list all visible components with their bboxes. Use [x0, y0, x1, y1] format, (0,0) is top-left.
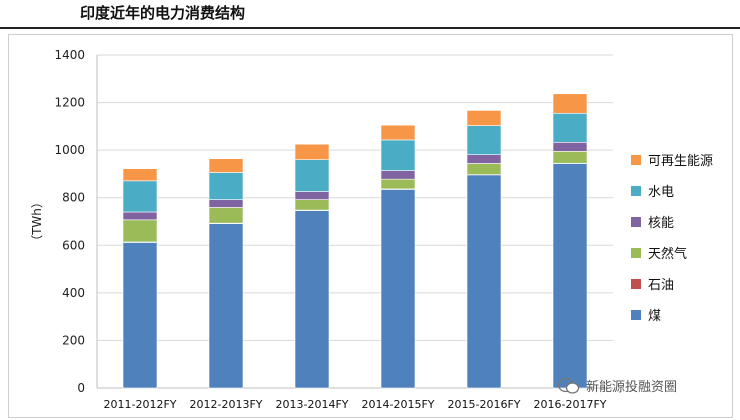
- bar-segment: [552, 93, 588, 114]
- legend-label: 石油: [648, 278, 674, 293]
- bar-segment: [208, 158, 244, 173]
- legend-label: 水电: [648, 185, 674, 200]
- chart-panel: 0 200 400 600 800 1000 1200 1400 （TWh） 2011-2012F…: [8, 34, 733, 418]
- x-tick-label: 2013-2014FY: [275, 398, 348, 411]
- y-axis-label: （TWh）: [30, 196, 44, 247]
- bar-segment: [552, 112, 588, 143]
- bar-segment: [294, 143, 330, 160]
- x-tick-label: 2012-2013FY: [189, 398, 262, 411]
- bar-segment: [122, 180, 158, 213]
- chart-title: 印度近年的电力消费结构: [80, 4, 246, 22]
- legend-label: 可再生能源: [648, 154, 713, 169]
- bar-segment: [380, 189, 416, 389]
- bar-segment: [294, 191, 330, 200]
- legend-swatch: [631, 279, 641, 289]
- bar-segment: [380, 170, 416, 180]
- bar-segment: [294, 199, 330, 211]
- watermark: 新能源投融资圈: [558, 376, 677, 395]
- bar-segment: [294, 159, 330, 192]
- y-tick-label: 200: [62, 333, 85, 347]
- bar-segment: [294, 210, 330, 389]
- title-underline: [0, 27, 740, 29]
- bar-segment: [466, 154, 502, 164]
- bar-segment: [466, 163, 502, 175]
- bar-segment: [552, 151, 588, 164]
- bar-segment: [122, 168, 158, 182]
- x-tick-label: 2016-2017FY: [533, 398, 606, 411]
- y-tick-label: 800: [62, 191, 85, 205]
- y-tick-label: 0: [77, 381, 85, 395]
- legend-label: 煤: [648, 309, 661, 324]
- bar-segment: [122, 242, 158, 389]
- bar-segment: [208, 223, 244, 389]
- y-tick-label: 1000: [54, 143, 85, 157]
- bar-segment: [466, 110, 502, 126]
- x-tick-label: 2011-2012FY: [103, 398, 176, 411]
- bar-segment: [552, 141, 588, 152]
- bar-segment: [466, 174, 502, 389]
- legend-swatch: [631, 310, 641, 320]
- legend-label: 核能: [648, 216, 674, 231]
- stacked-bar-chart: 0 200 400 600 800 1000 1200 1400 （TWh） 2011-2012F…: [30, 48, 713, 411]
- y-tick-label: 600: [62, 238, 85, 252]
- y-tick-label: 400: [62, 286, 85, 300]
- x-tick-label: 2014-2015FY: [361, 398, 434, 411]
- legend-swatch: [631, 186, 641, 196]
- y-tick-label: 1200: [54, 96, 85, 110]
- x-tick-label: 2015-2016FY: [447, 398, 520, 411]
- legend-swatch: [631, 248, 641, 258]
- bar-segment: [380, 139, 416, 171]
- bar-segment: [466, 125, 502, 155]
- bar-segment: [552, 163, 588, 389]
- bar-segment: [208, 199, 244, 208]
- bar-segment: [122, 211, 158, 221]
- bar-segment: [208, 207, 244, 224]
- legend-label: 天然气: [648, 246, 687, 262]
- bar-segment: [208, 172, 244, 200]
- legend-swatch: [631, 217, 641, 227]
- y-tick-label: 1400: [54, 48, 85, 62]
- bar-segment: [380, 178, 416, 190]
- bar-segment: [380, 124, 416, 141]
- bar-segment: [122, 219, 158, 243]
- legend-swatch: [631, 155, 641, 165]
- wechat-icon: [558, 377, 580, 394]
- watermark-text: 新能源投融资圈: [586, 380, 678, 395]
